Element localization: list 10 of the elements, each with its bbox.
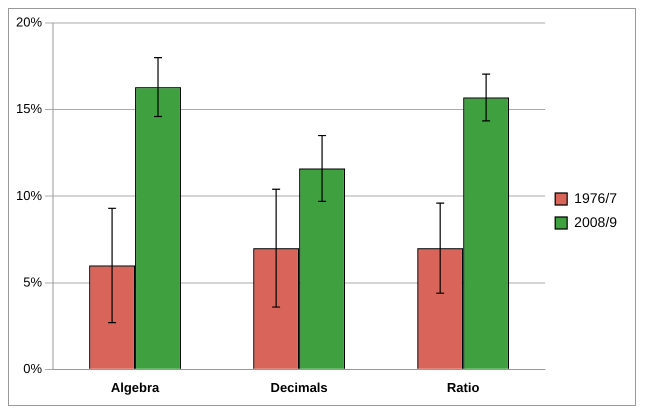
y-tick-label: 15% bbox=[16, 101, 42, 116]
x-tick-label: Algebra bbox=[110, 380, 160, 395]
x-tick-label: Ratio bbox=[446, 380, 480, 395]
x-tick-label: Decimals bbox=[270, 380, 328, 395]
y-tick-label: 5% bbox=[23, 274, 42, 290]
y-tick-label: 10% bbox=[16, 188, 42, 203]
y-tick-label: 20% bbox=[16, 14, 42, 30]
y-tick-label: 0% bbox=[23, 360, 42, 376]
legend-label: 2008/9 bbox=[574, 214, 618, 230]
legend-label: 1976/7 bbox=[574, 190, 618, 206]
